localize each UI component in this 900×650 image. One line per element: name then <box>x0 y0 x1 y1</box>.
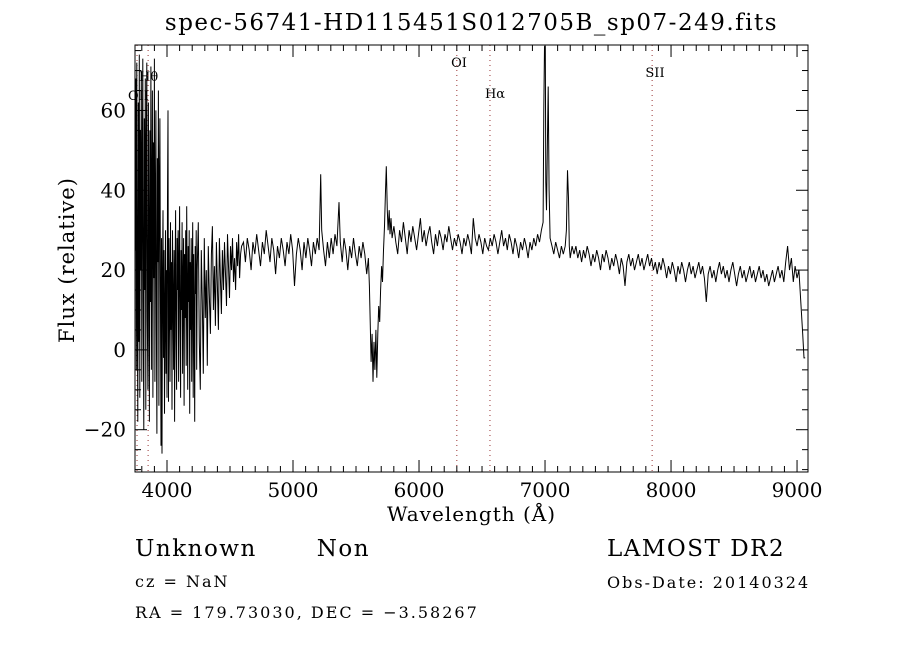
spectrum-line <box>135 46 806 454</box>
plot-border <box>134 44 809 473</box>
plot-title: spec-56741-HD115451S012705B_sp07-249.fit… <box>164 10 779 36</box>
subclass-label: Non <box>316 536 371 562</box>
x-tick-label: 6000 <box>394 478 445 502</box>
x-tick-label: 4000 <box>142 478 193 502</box>
reference-lines: Hθ OII OI Hα SII <box>128 45 665 472</box>
x-tick-label: 8000 <box>646 478 697 502</box>
cz-text: cz = NaN <box>135 572 230 591</box>
x-tick-label: 7000 <box>520 478 571 502</box>
x-tick-label: 5000 <box>268 478 319 502</box>
classification-text: Unknown Non <box>135 536 370 562</box>
survey-text: LAMOST DR2 <box>607 536 786 562</box>
y-tick-label: −20 <box>84 418 126 442</box>
y-tick-label: 0 <box>113 338 126 362</box>
refline-label-Hα: Hα <box>485 87 505 102</box>
y-axis-label: Flux (relative) <box>55 177 79 343</box>
refline-label-OII: OII <box>128 89 149 104</box>
x-tick-label: 9000 <box>772 478 823 502</box>
refline-label-OI: OI <box>451 56 467 71</box>
obs-date-text: Obs-Date: 20140324 <box>607 573 811 592</box>
x-axis-label: Wavelength (Å) <box>386 502 557 526</box>
y-tick-label: 40 <box>101 178 126 202</box>
refline-label-SII: SII <box>645 66 664 81</box>
refline-label-Hθ: Hθ <box>139 70 158 85</box>
class-label: Unknown <box>135 536 257 562</box>
y-tick-label: 60 <box>101 98 126 122</box>
axis-ticks <box>135 45 808 472</box>
ra-dec-text: RA = 179.73030, DEC = −3.58267 <box>135 603 479 622</box>
tick-labels: 4000 5000 6000 7000 8000 9000 −20 0 20 40 60 <box>84 98 823 502</box>
y-tick-label: 20 <box>101 258 126 282</box>
